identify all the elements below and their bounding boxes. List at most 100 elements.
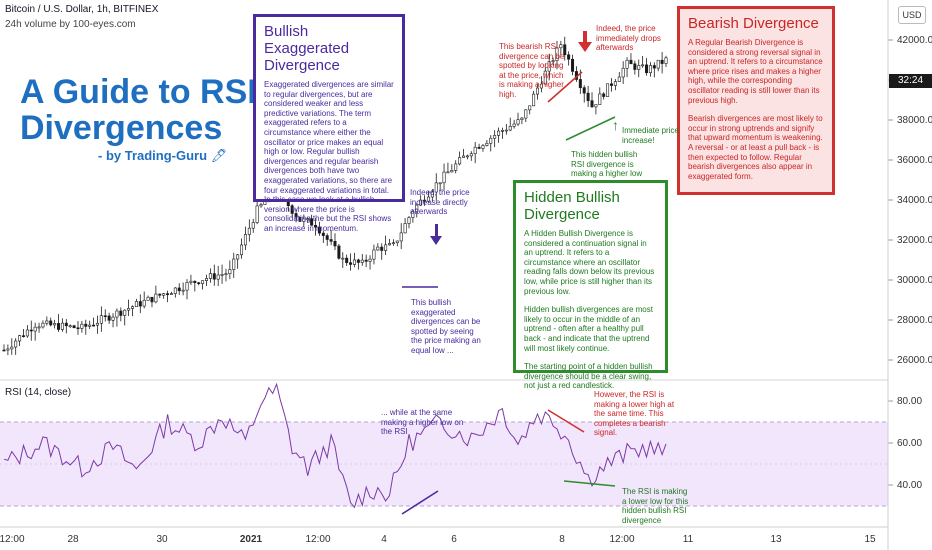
rsi-line: [3, 382, 667, 509]
time-tick-label: 30: [156, 534, 168, 545]
annotation-hidden-rsi: This hidden bullish RSI divergence is ma…: [571, 150, 643, 179]
candle-body: [454, 163, 458, 171]
price-tick-label: 26000.0: [897, 355, 932, 366]
time-axis: 12:00 28 30 2021 12:00 4 6 8 12:00 11 13 15: [0, 534, 876, 545]
candle-body: [302, 218, 306, 222]
candle-body: [512, 123, 516, 127]
down-arrow-red-head-icon: [578, 42, 592, 52]
candle-body: [181, 289, 185, 292]
candle-body: [10, 346, 14, 350]
bullish-exaggerated-text: Exaggerated divergences are similar to r…: [264, 80, 394, 233]
candle-body: [469, 153, 473, 157]
candle-body: [368, 258, 372, 262]
candle-body: [442, 171, 446, 184]
candle-body: [76, 327, 80, 330]
candle-body: [633, 63, 637, 70]
time-tick-label: 13: [770, 534, 782, 545]
candle-body: [637, 65, 641, 70]
candle-body: [255, 205, 259, 223]
price-tick-label: 28000.0: [897, 315, 932, 326]
candle-body: [430, 191, 434, 198]
time-tick-label: 4: [381, 534, 387, 545]
candle-body: [189, 280, 193, 283]
byline: - by Trading-Guru 🖊: [98, 148, 227, 164]
candle-body: [197, 282, 201, 284]
candle-body: [660, 59, 664, 64]
candle-body: [434, 182, 438, 193]
hidden-bullish-text-1: A Hidden Bullish Divergence is considere…: [524, 229, 655, 296]
candle-body: [45, 320, 49, 324]
candle-body: [450, 170, 454, 173]
candle-body: [68, 325, 72, 328]
candle-body: [317, 226, 321, 234]
candle-body: [111, 316, 115, 321]
candle-body: [107, 315, 111, 321]
candle-body: [321, 232, 325, 236]
annotation-rsi-higher-low: ... while at the same making a higher lo…: [381, 408, 464, 437]
candle-body: [609, 83, 613, 86]
down-arrow-red-icon: [583, 31, 587, 43]
candle-body: [481, 145, 485, 149]
candle-body: [423, 199, 427, 202]
candle-body: [25, 329, 29, 337]
candle-body: [158, 293, 162, 296]
price-higher-high-line: [547, 71, 583, 103]
candle-body: [485, 142, 489, 146]
hidden-bullish-text-3: The starting point of a hidden bullish d…: [524, 362, 653, 391]
candle-body: [247, 227, 251, 235]
rsi-axis: 40.00 60.00 80.00: [888, 396, 922, 491]
candle-body: [465, 155, 469, 158]
candle-body: [146, 296, 150, 301]
candle-body: [524, 109, 528, 119]
annotation-immediate-increase: Immediate price increase!: [622, 126, 679, 145]
candle-body: [407, 217, 411, 224]
candle-body: [652, 65, 656, 69]
candle-body: [18, 335, 22, 342]
candle-body: [516, 119, 520, 125]
magic-wand-icon: 🖊: [210, 148, 228, 163]
time-tick-label: 8: [559, 534, 565, 545]
candle-body: [337, 245, 341, 259]
candle-body: [617, 76, 621, 82]
currency-button[interactable]: USD: [898, 6, 926, 24]
candle-body: [236, 254, 240, 260]
candle-body: [306, 218, 310, 220]
candle-body: [204, 278, 208, 281]
candle-body: [325, 235, 329, 240]
candle-body: [648, 65, 652, 74]
candle-body: [212, 273, 216, 280]
candle-body: [543, 70, 547, 85]
volume-label: 24h volume by 100-eyes.com: [5, 19, 136, 30]
candle-body: [57, 323, 61, 330]
candle-body: [33, 326, 37, 332]
price-higher-low-line: [565, 116, 616, 141]
candle-body: [403, 223, 407, 234]
candle-body: [53, 323, 57, 326]
candle-body: [473, 146, 477, 155]
candle-body: [532, 93, 536, 107]
bearish-divergence-box: Bearish Divergence A Regular Bearish Div…: [677, 6, 835, 195]
candle-body: [372, 249, 376, 260]
down-arrow-head-icon: [430, 236, 442, 245]
candle-body: [103, 315, 107, 318]
candle-body: [586, 92, 590, 101]
candle-body: [88, 324, 92, 327]
candle-body: [520, 117, 524, 120]
candle-body: [173, 287, 177, 294]
candle-body: [528, 105, 532, 111]
candle-body: [500, 129, 504, 132]
candle-body: [582, 87, 586, 94]
candle-body: [352, 259, 356, 265]
candle-body: [14, 340, 18, 348]
hidden-bullish-title: Hidden Bullish Divergence: [524, 189, 620, 223]
candle-body: [329, 239, 333, 242]
candle-body: [641, 64, 645, 67]
guide-title-line1: A Guide to RSI: [20, 73, 257, 111]
candle-body: [6, 348, 10, 351]
up-arrow-icon: ↑: [612, 117, 619, 133]
candle-body: [228, 269, 232, 275]
candle-body: [134, 301, 138, 307]
byline-text: - by Trading-Guru: [98, 148, 208, 163]
candle-body: [224, 273, 228, 276]
